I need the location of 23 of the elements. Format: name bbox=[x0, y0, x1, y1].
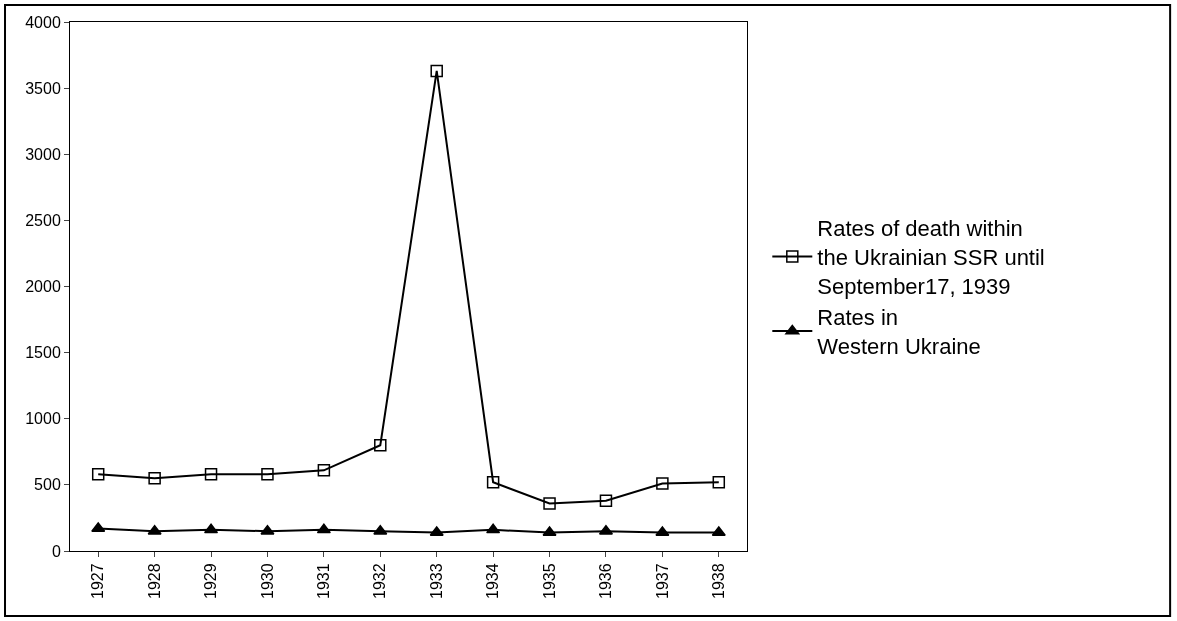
x-tick-label: 1936 bbox=[597, 563, 615, 599]
x-tick-label: 1937 bbox=[653, 563, 671, 599]
y-tick-label: 2500 bbox=[25, 211, 61, 229]
x-tick-label: 1935 bbox=[540, 563, 558, 599]
x-tick-label: 1932 bbox=[371, 563, 389, 599]
x-tick-label: 1930 bbox=[258, 563, 276, 599]
y-tick-label: 0 bbox=[51, 542, 61, 560]
x-tick-label: 1928 bbox=[145, 563, 163, 599]
legend-label: Rates of death within the Ukrainian SSR until September17, 1939 bbox=[817, 216, 1045, 299]
x-tick-label: 1933 bbox=[427, 563, 445, 599]
y-tick-label: 1000 bbox=[25, 410, 61, 428]
y-tick-label: 1500 bbox=[25, 344, 61, 362]
y-tick-label: 500 bbox=[34, 476, 61, 494]
y-tick-label: 3000 bbox=[25, 145, 61, 163]
y-tick-label: 3500 bbox=[25, 79, 61, 97]
x-tick-label: 1931 bbox=[315, 563, 333, 599]
y-tick-label: 4000 bbox=[25, 13, 61, 31]
x-tick-label: 1938 bbox=[709, 563, 727, 599]
x-tick-label: 1927 bbox=[89, 563, 107, 599]
x-tick-label: 1934 bbox=[484, 563, 502, 599]
x-tick-label: 1929 bbox=[202, 563, 220, 599]
y-tick-label: 2000 bbox=[25, 278, 61, 296]
legend-label: Rates in Western Ukraine bbox=[817, 305, 981, 359]
